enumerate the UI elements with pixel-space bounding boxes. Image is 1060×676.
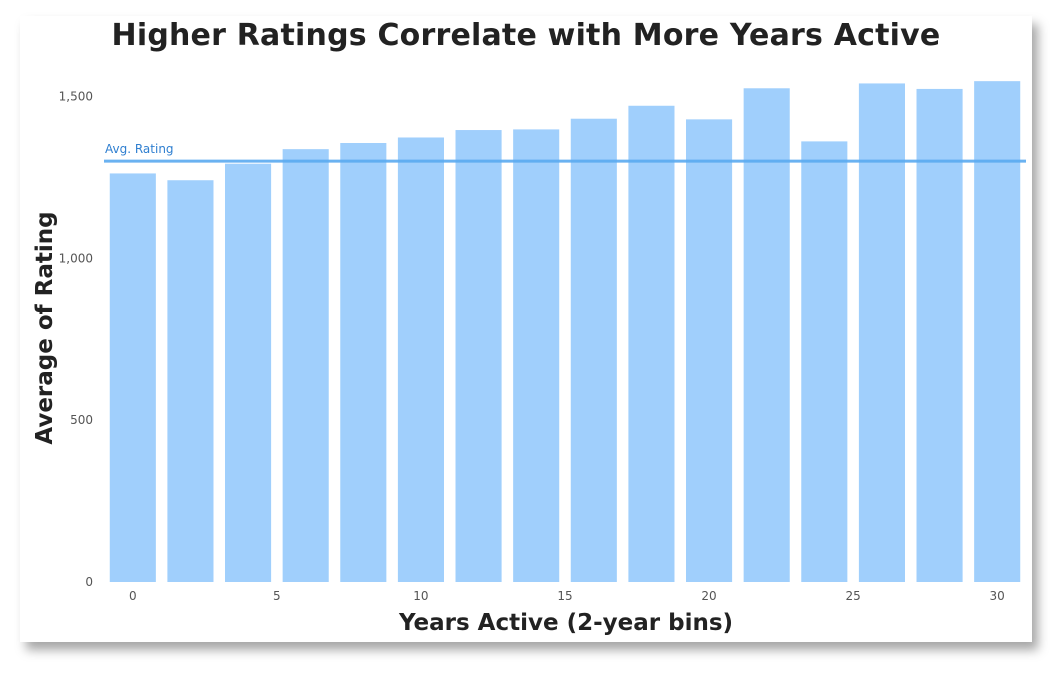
y-axis-title: Average of Rating — [32, 211, 58, 444]
chart-title: Higher Ratings Correlate with More Years… — [111, 18, 941, 53]
bars-group — [109, 81, 1021, 583]
bar-24 — [801, 141, 848, 582]
bar-8 — [340, 143, 387, 582]
x-axis-ticks: 0 5 10 15 20 25 30 — [129, 589, 1005, 603]
x-tick-label: 10 — [413, 589, 428, 603]
avg-rating-label: Avg. Rating — [105, 142, 174, 156]
y-tick-label: 0 — [85, 575, 93, 589]
bar-10 — [397, 137, 444, 583]
x-tick-label: 20 — [701, 589, 716, 603]
bar-12 — [455, 130, 502, 583]
bar-20 — [686, 119, 733, 583]
x-tick-label: 25 — [845, 589, 860, 603]
y-tick-label: 1,000 — [59, 251, 93, 265]
bar-2 — [167, 180, 214, 583]
y-tick-label: 500 — [70, 413, 93, 427]
bar-18 — [628, 105, 675, 582]
y-tick-label: 1,500 — [59, 89, 93, 103]
x-tick-label: 5 — [273, 589, 281, 603]
x-tick-label: 30 — [990, 589, 1005, 603]
bar-6 — [282, 149, 329, 582]
x-axis-title: Years Active (2-year bins) — [398, 610, 733, 636]
bar-14 — [513, 129, 560, 582]
x-tick-label: 0 — [129, 589, 137, 603]
x-tick-label: 15 — [557, 589, 572, 603]
reference-line-group: Avg. Rating — [104, 142, 1026, 163]
bar-16 — [570, 118, 617, 583]
bar-22 — [743, 88, 790, 582]
bar-30 — [974, 81, 1021, 582]
bar-4 — [225, 163, 272, 582]
bar-28 — [916, 88, 963, 583]
bar-26 — [858, 83, 905, 583]
bar-0 — [109, 173, 156, 582]
y-axis-ticks: 0 500 1,000 1,500 — [59, 89, 93, 589]
